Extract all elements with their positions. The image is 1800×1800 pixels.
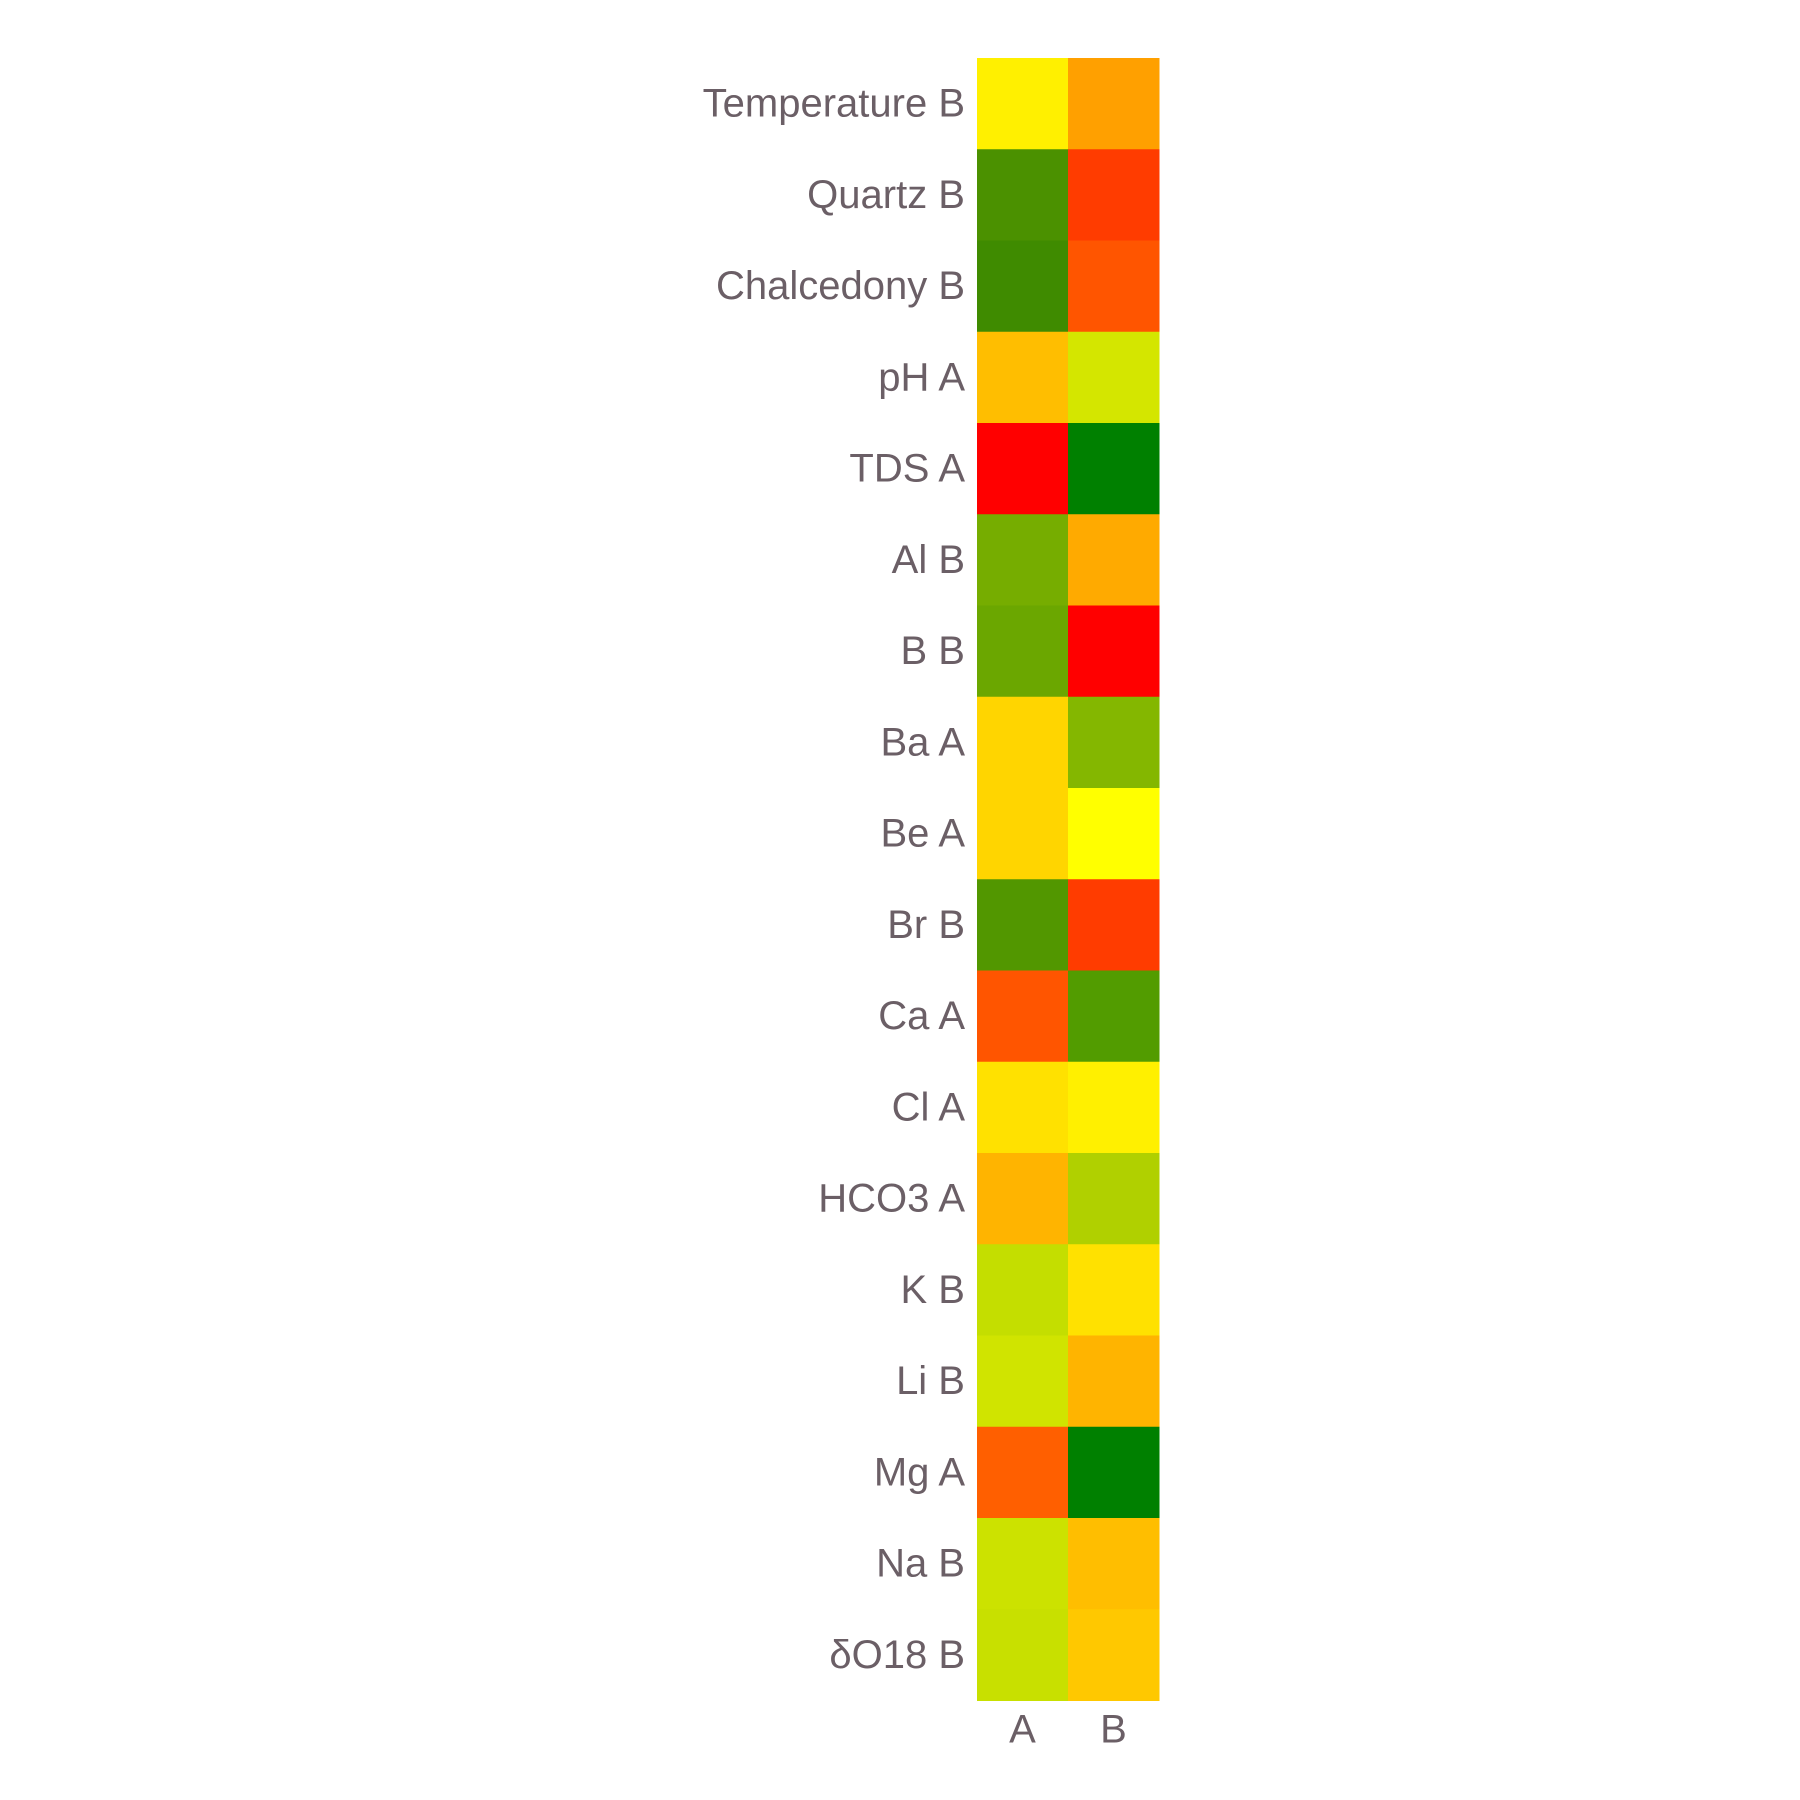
heatmap-cell [977,240,1069,333]
heatmap-cell [1068,423,1160,515]
heatmap-cell [977,879,1069,971]
heatmap-cell [977,788,1069,880]
row-label: Cl A [892,1085,966,1129]
heatmap-cell [1068,1609,1160,1701]
heatmap-cell [1068,1426,1160,1519]
heatmap-cell [1068,514,1160,606]
heatmap-cell [1068,149,1160,241]
row-label: Br B [887,903,965,947]
heatmap-cell [977,1244,1069,1336]
heatmap-cell [977,331,1069,424]
row-label: δO18 B [829,1633,965,1677]
row-label: Al B [892,538,965,582]
row-label: Mg A [874,1450,965,1494]
row-label: TDS A [849,447,965,491]
column-label: A [1009,1708,1036,1752]
row-label: K B [901,1268,965,1312]
heatmap-cell [977,423,1069,515]
row-label: Na B [876,1542,965,1586]
column-label: B [1100,1708,1127,1752]
heatmap-cell [1068,1518,1160,1610]
heatmap-cell [1068,1335,1160,1428]
row-label: Temperature B [703,82,965,126]
heatmap-cell [977,1061,1069,1154]
heatmap-cell [1068,1061,1160,1154]
heatmap-cell [1068,1153,1160,1245]
heatmap-cell [977,149,1069,241]
heatmap-cell [1068,240,1160,333]
row-label: pH A [878,355,965,399]
row-label: HCO3 A [818,1177,965,1221]
row-labels: Temperature B Quartz B Chalcedony B pH A TDS… [703,82,966,1677]
heatmap-cell [1068,970,1160,1063]
heatmap-cell [1068,58,1160,150]
row-label: Ca A [878,994,965,1038]
heatmap-cell [1068,879,1160,971]
heatmap-cell [977,58,1069,150]
heatmap-cell [1068,1244,1160,1336]
row-label: Li B [896,1359,965,1403]
heatmap-cell [1068,605,1160,698]
heatmap-cell [1068,788,1160,880]
row-label: Quartz B [807,173,965,217]
heatmap-cell [977,696,1069,789]
heatmap-cell [977,1518,1069,1610]
heatmap-cell [977,970,1069,1063]
row-label: B B [901,629,965,673]
heatmap-cell [977,605,1069,698]
heatmap-cell [977,1426,1069,1519]
row-label: Be A [880,812,965,856]
heatmap-cell [977,1609,1069,1701]
row-label: Chalcedony B [716,264,965,308]
heatmap-cell [977,514,1069,606]
row-label: Ba A [880,720,965,764]
heatmap-cell [977,1153,1069,1245]
heatmap-cell [1068,331,1160,424]
heatmap-cells [977,58,1160,1701]
heatmap-cell [1068,696,1160,789]
heatmap-cell [977,1335,1069,1428]
